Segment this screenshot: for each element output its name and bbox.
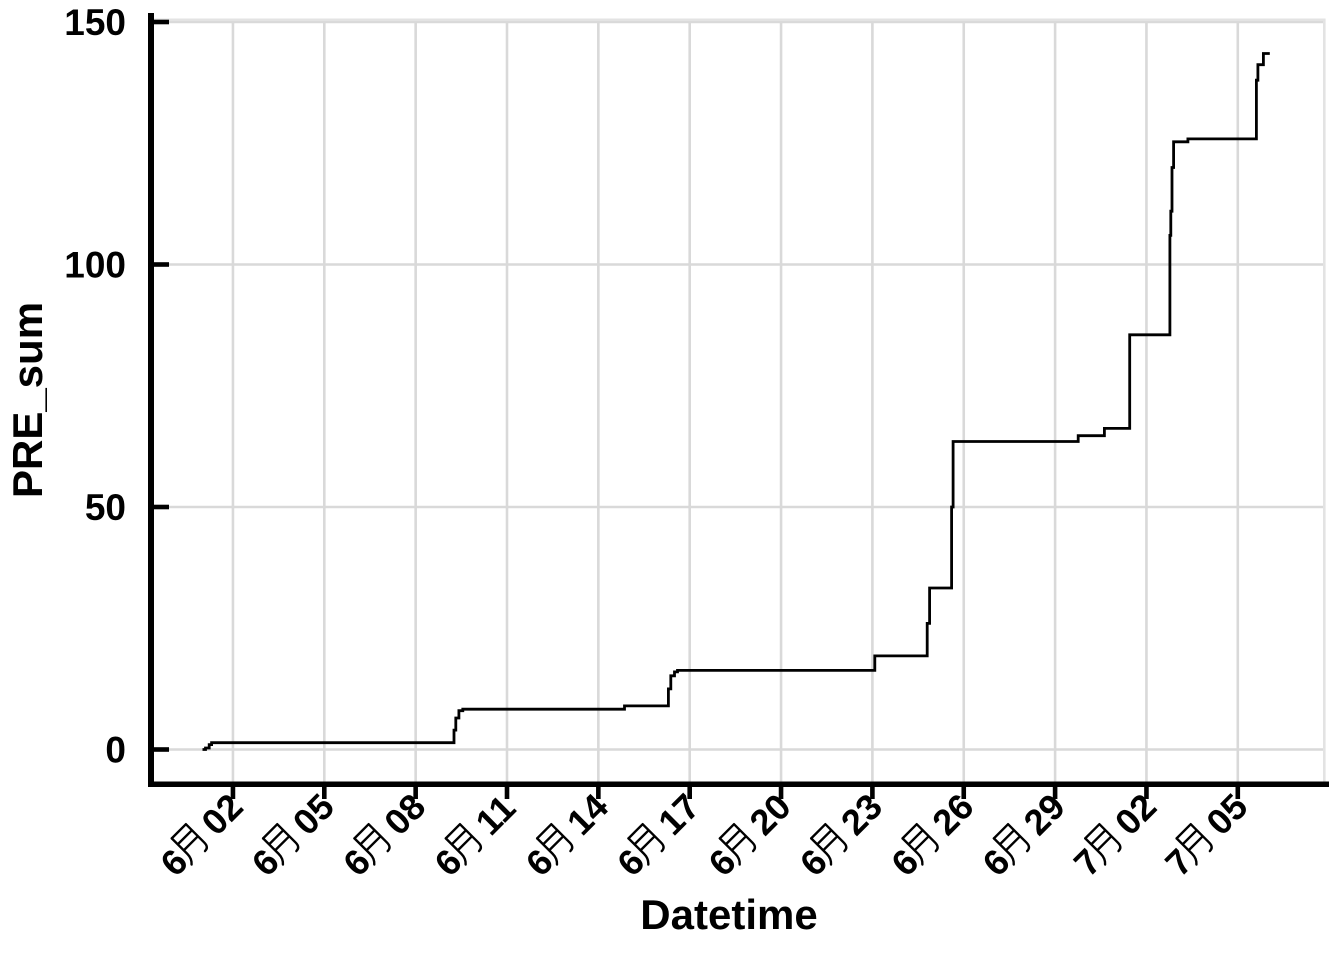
x-tick-label: 629 (974, 786, 1072, 884)
x-axis-title: Datetime (640, 891, 817, 938)
x-tick-label-month: 6 (883, 841, 926, 884)
gridlines (153, 20, 1323, 782)
x-tick-label: 608 (335, 786, 433, 884)
x-tick-label: 623 (792, 786, 890, 884)
y-axis-line (148, 13, 154, 787)
x-tick-label-month: 6 (518, 841, 561, 884)
x-tick-label-month: 6 (335, 841, 378, 884)
y-tick-label: 0 (105, 730, 126, 771)
x-tick-label: 617 (609, 786, 707, 884)
x-tick-label-month: 6 (152, 841, 195, 884)
x-tick-label-day: 17 (650, 786, 707, 843)
x-tick-label-day: 29 (1015, 786, 1072, 843)
tick-labels: 0501001506026056086116146176206236266297… (64, 2, 1255, 884)
y-tick (154, 747, 169, 752)
x-tick (961, 787, 967, 799)
x-tick-label-day: 23 (833, 786, 890, 843)
x-tick (870, 787, 875, 799)
x-tick (1052, 787, 1058, 799)
x-tick-label: 702 (1066, 786, 1164, 884)
series-group (202, 52, 1270, 751)
pre-sum-step-line (202, 52, 1270, 751)
x-tick-label-day: 02 (1107, 786, 1164, 843)
x-tick-label-day: 26 (924, 786, 981, 843)
x-axis-line (148, 781, 1329, 787)
x-tick-label: 626 (883, 786, 981, 884)
panel-right-border (1323, 18, 1326, 784)
panel-top-border (153, 18, 1325, 22)
x-tick-label-day: 08 (376, 786, 433, 843)
ticks (154, 19, 1241, 799)
x-tick-label-month: 6 (426, 841, 469, 884)
x-tick (230, 787, 236, 799)
x-tick-label-month: 6 (700, 841, 743, 884)
x-tick-label: 705 (1157, 786, 1255, 884)
x-tick-label-month: 6 (609, 841, 652, 884)
x-tick-label: 614 (518, 786, 616, 884)
x-tick-label-month: 6 (974, 841, 1017, 884)
x-tick-label-day: 20 (741, 786, 798, 843)
y-tick (154, 262, 169, 267)
x-tick (322, 787, 327, 799)
x-tick-label: 605 (244, 786, 342, 884)
x-tick-label: 620 (700, 786, 798, 884)
x-tick-label-day: 02 (193, 786, 250, 843)
x-tick-label: 611 (426, 787, 523, 884)
x-tick (596, 787, 601, 799)
x-tick (778, 787, 784, 799)
x-tick (1144, 787, 1149, 799)
y-tick (154, 19, 169, 25)
y-tick-label: 50 (85, 487, 126, 528)
y-tick-label: 150 (64, 2, 126, 43)
y-tick (154, 504, 169, 510)
x-tick (687, 787, 692, 799)
x-tick-label-day: 05 (1198, 786, 1255, 843)
x-tick-label-day: 05 (285, 786, 342, 843)
y-tick-label: 100 (64, 245, 126, 286)
y-axis-title: PRE_sum (4, 302, 51, 498)
x-tick-label-day: 11 (467, 787, 523, 843)
x-tick (504, 787, 510, 799)
x-tick-label-month: 6 (792, 841, 835, 884)
x-tick (413, 787, 418, 799)
x-tick-label-month: 7 (1066, 841, 1109, 884)
x-tick-label: 602 (152, 786, 250, 884)
x-tick-label-month: 7 (1157, 841, 1200, 884)
x-tick (1235, 787, 1241, 799)
x-tick-label-day: 14 (559, 786, 616, 843)
x-tick-label-month: 6 (244, 841, 287, 884)
